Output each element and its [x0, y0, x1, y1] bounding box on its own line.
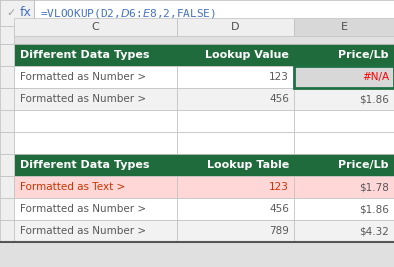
Text: Price/Lb: Price/Lb [338, 50, 389, 60]
Bar [177, 66, 294, 88]
Bar [294, 132, 394, 154]
Bar [0, 110, 14, 132]
Bar [177, 110, 294, 132]
Bar [0, 198, 14, 220]
Text: Formatted as Text >: Formatted as Text > [20, 182, 125, 192]
Text: 456: 456 [269, 94, 289, 104]
Bar [0, 66, 14, 88]
Bar [177, 18, 294, 36]
Bar [177, 176, 294, 198]
Bar [14, 198, 177, 220]
Text: $4.32: $4.32 [359, 226, 389, 236]
Text: C: C [91, 22, 99, 32]
Text: Different Data Types: Different Data Types [20, 50, 149, 60]
Bar [294, 110, 394, 132]
Bar [177, 198, 294, 220]
Text: 123: 123 [269, 72, 289, 82]
Bar [0, 154, 14, 176]
Text: #N/A: #N/A [362, 72, 389, 82]
Bar [294, 88, 394, 110]
Bar [14, 18, 177, 36]
Text: Formatted as Number >: Formatted as Number > [20, 72, 146, 82]
Text: Formatted as Number >: Formatted as Number > [20, 94, 146, 104]
Text: Formatted as Number >: Formatted as Number > [20, 204, 146, 214]
Bar [0, 0, 394, 26]
Bar [0, 220, 14, 242]
Bar [294, 18, 394, 36]
Bar [294, 176, 394, 198]
Bar [14, 66, 177, 88]
Bar [294, 66, 394, 88]
Bar [14, 44, 394, 66]
Text: D: D [231, 22, 239, 32]
Bar [294, 66, 394, 88]
Text: fx: fx [20, 6, 32, 19]
Bar [177, 220, 294, 242]
Bar [14, 88, 177, 110]
Bar [0, 176, 14, 198]
Text: $1.78: $1.78 [359, 182, 389, 192]
Bar [0, 26, 14, 44]
Bar [0, 0, 34, 26]
Bar [0, 88, 14, 110]
Bar [14, 132, 177, 154]
Bar [294, 220, 394, 242]
Bar [34, 0, 35, 26]
Text: E: E [340, 22, 348, 32]
Bar [177, 132, 294, 154]
Bar [294, 198, 394, 220]
Text: Lookup Table: Lookup Table [207, 160, 289, 170]
Bar [0, 44, 14, 66]
Bar [0, 242, 394, 267]
Text: 456: 456 [269, 204, 289, 214]
Text: 123: 123 [269, 182, 289, 192]
Bar [14, 154, 394, 176]
Text: Formatted as Number >: Formatted as Number > [20, 226, 146, 236]
Text: 789: 789 [269, 226, 289, 236]
Text: =VLOOKUP(D2,$D$6:$E$8,2,FALSE): =VLOOKUP(D2,$D$6:$E$8,2,FALSE) [40, 6, 216, 19]
Bar [177, 88, 294, 110]
Text: $1.86: $1.86 [359, 204, 389, 214]
Text: Lookup Value: Lookup Value [205, 50, 289, 60]
Text: ✓: ✓ [6, 8, 16, 18]
Bar [14, 110, 177, 132]
Bar [0, 132, 14, 154]
Text: Different Data Types: Different Data Types [20, 160, 149, 170]
Text: Price/Lb: Price/Lb [338, 160, 389, 170]
Bar [14, 176, 177, 198]
Bar [14, 220, 177, 242]
Text: $1.86: $1.86 [359, 94, 389, 104]
